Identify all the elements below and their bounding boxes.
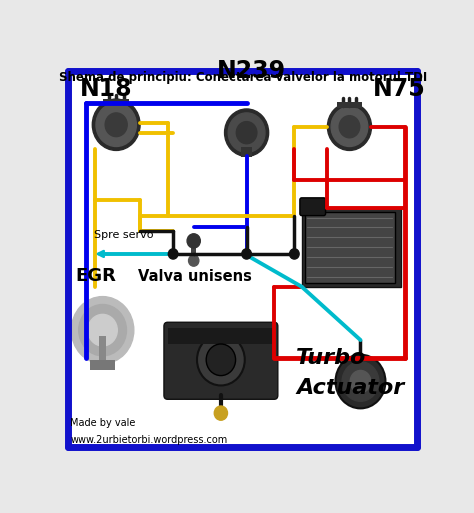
Text: Actuator: Actuator — [296, 378, 404, 398]
Circle shape — [331, 107, 368, 147]
Circle shape — [242, 249, 251, 259]
Text: www.2urbietorbi.wordpress.com: www.2urbietorbi.wordpress.com — [70, 435, 228, 445]
Bar — [99, 336, 106, 364]
FancyBboxPatch shape — [300, 198, 326, 215]
Text: Spre servo: Spre servo — [94, 230, 154, 240]
Circle shape — [197, 334, 245, 385]
Circle shape — [214, 406, 228, 420]
Circle shape — [96, 103, 137, 147]
Bar — [91, 360, 115, 370]
Bar — [191, 240, 196, 261]
Circle shape — [79, 305, 127, 356]
Circle shape — [228, 113, 265, 152]
Circle shape — [290, 249, 299, 259]
Text: Made by vale: Made by vale — [70, 418, 136, 428]
Circle shape — [206, 344, 236, 376]
Text: N75: N75 — [374, 77, 426, 101]
Circle shape — [225, 109, 269, 156]
Circle shape — [105, 113, 127, 136]
Text: EGR: EGR — [76, 267, 117, 285]
Bar — [103, 99, 129, 105]
Text: N18: N18 — [80, 77, 132, 101]
Circle shape — [168, 249, 178, 259]
Circle shape — [350, 370, 371, 392]
Circle shape — [189, 255, 199, 266]
Circle shape — [92, 99, 140, 150]
Circle shape — [328, 103, 372, 150]
Circle shape — [88, 314, 117, 346]
Text: Valva unisens: Valva unisens — [138, 269, 252, 284]
Bar — [168, 328, 274, 344]
Circle shape — [339, 115, 360, 138]
Circle shape — [237, 122, 257, 144]
Circle shape — [336, 354, 385, 408]
Text: Shema de principiu: Conectarea valvelor la motorul TDI: Shema de principiu: Conectarea valvelor … — [59, 71, 427, 85]
FancyBboxPatch shape — [305, 212, 395, 283]
FancyBboxPatch shape — [164, 322, 278, 399]
FancyBboxPatch shape — [301, 208, 401, 287]
Text: N239: N239 — [217, 60, 286, 83]
Text: Turbo: Turbo — [296, 348, 366, 368]
Bar — [337, 102, 362, 108]
Circle shape — [187, 234, 201, 248]
Bar — [241, 147, 252, 157]
Circle shape — [342, 362, 379, 401]
Circle shape — [72, 297, 134, 364]
